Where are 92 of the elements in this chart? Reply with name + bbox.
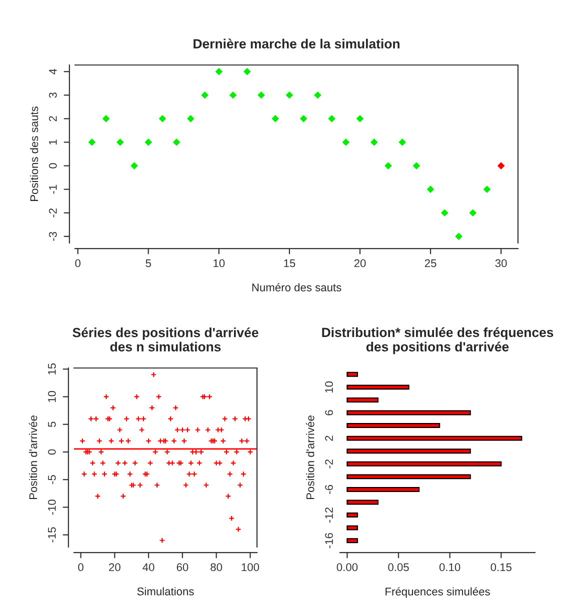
bar xyxy=(346,436,522,441)
point xyxy=(258,91,265,99)
bar xyxy=(346,538,358,544)
bar xyxy=(346,461,502,466)
point xyxy=(229,91,237,99)
y-tick-label: -5 xyxy=(48,475,56,484)
chart-title: Séries des positions d'arrivée des n simulations xyxy=(72,327,258,352)
x-tick-label: 0.15 xyxy=(490,563,512,572)
point xyxy=(300,115,308,122)
y-axis-title: Positions des sauts xyxy=(30,106,38,201)
point xyxy=(314,91,322,99)
y-tick-label: -2 xyxy=(48,208,57,218)
x-tick-label: 80 xyxy=(210,563,222,572)
bar xyxy=(346,410,471,416)
x-tick-label: 25 xyxy=(424,259,436,268)
y-tick-label: 2 xyxy=(325,436,333,441)
x-tick-label: 100 xyxy=(242,563,260,572)
point xyxy=(88,138,96,146)
x-axis-title: Numéro des sauts xyxy=(252,283,342,292)
x-axis-title: Simulations xyxy=(137,587,194,596)
bar xyxy=(346,512,358,518)
x-tick-label: 0.05 xyxy=(388,563,409,572)
chart-title: Distribution* simulée des fréquences des positions d'arrivée xyxy=(322,327,554,354)
y-tick-label: -6 xyxy=(325,485,333,494)
y-tick-label: 15 xyxy=(48,363,56,374)
point xyxy=(483,186,491,193)
bar xyxy=(346,423,440,428)
y-tick-label: -15 xyxy=(48,527,56,542)
x-tick-label: 40 xyxy=(142,563,154,572)
point xyxy=(356,115,364,122)
y-tick-label: -2 xyxy=(325,460,333,468)
point xyxy=(130,162,138,170)
x-tick-label: 20 xyxy=(354,259,366,268)
point xyxy=(455,232,462,240)
y-tick-label: 5 xyxy=(48,422,56,427)
point xyxy=(187,115,194,122)
x-axis-title: Fréquences simulées xyxy=(386,587,490,598)
y-axis-title: Position d'arrivée xyxy=(306,416,314,500)
y-tick-label: 4 xyxy=(49,68,57,74)
bar xyxy=(346,525,358,530)
x-tick-label: 0.00 xyxy=(336,563,358,572)
y-axis-title: Position d'arrivée xyxy=(28,416,38,500)
bar xyxy=(346,500,379,505)
point xyxy=(412,162,420,170)
point xyxy=(215,68,223,76)
point xyxy=(201,91,208,99)
x-tick-label: 0 xyxy=(78,563,84,572)
y-tick-label: -10 xyxy=(48,500,56,515)
y-tick-label: -12 xyxy=(325,508,333,523)
x-tick-label: 30 xyxy=(495,259,507,268)
y-tick-label: -1 xyxy=(49,184,57,194)
point xyxy=(342,138,350,146)
point xyxy=(328,115,336,122)
y-tick-label: 6 xyxy=(325,410,333,416)
point xyxy=(469,209,477,217)
point xyxy=(243,68,251,76)
point xyxy=(384,162,392,170)
point xyxy=(144,138,152,146)
bar xyxy=(346,384,410,390)
x-tick-label: 15 xyxy=(284,259,296,268)
point xyxy=(116,138,124,146)
y-tick-label: -3 xyxy=(48,232,57,241)
bar xyxy=(346,372,358,377)
y-tick-label: 1 xyxy=(49,140,57,144)
x-tick-label: 60 xyxy=(176,563,188,572)
y-tick-label: 0 xyxy=(48,449,56,455)
point xyxy=(102,115,110,122)
point xyxy=(272,115,280,122)
point xyxy=(158,115,166,122)
chart-title: Dernière marche de la simulation xyxy=(194,38,400,48)
point xyxy=(440,209,448,217)
bar xyxy=(346,448,471,454)
y-tick-label: -16 xyxy=(325,533,333,548)
point xyxy=(398,138,406,146)
y-tick-label: 10 xyxy=(325,381,333,393)
bar xyxy=(346,397,379,402)
x-tick-label: 0.10 xyxy=(439,563,460,572)
bar xyxy=(346,486,420,492)
y-tick-label: 3 xyxy=(48,92,57,98)
x-tick-label: 20 xyxy=(109,563,120,572)
point xyxy=(497,162,505,170)
point xyxy=(370,138,378,146)
bar xyxy=(346,474,471,480)
point xyxy=(426,186,434,193)
point xyxy=(286,91,294,99)
x-tick-label: 0 xyxy=(75,259,80,268)
y-tick-label: 2 xyxy=(48,116,57,122)
point xyxy=(172,138,180,146)
y-tick-label: 0 xyxy=(48,163,57,168)
y-tick-label: 10 xyxy=(48,390,56,402)
x-tick-label: 5 xyxy=(146,259,151,268)
x-tick-label: 10 xyxy=(214,259,225,268)
